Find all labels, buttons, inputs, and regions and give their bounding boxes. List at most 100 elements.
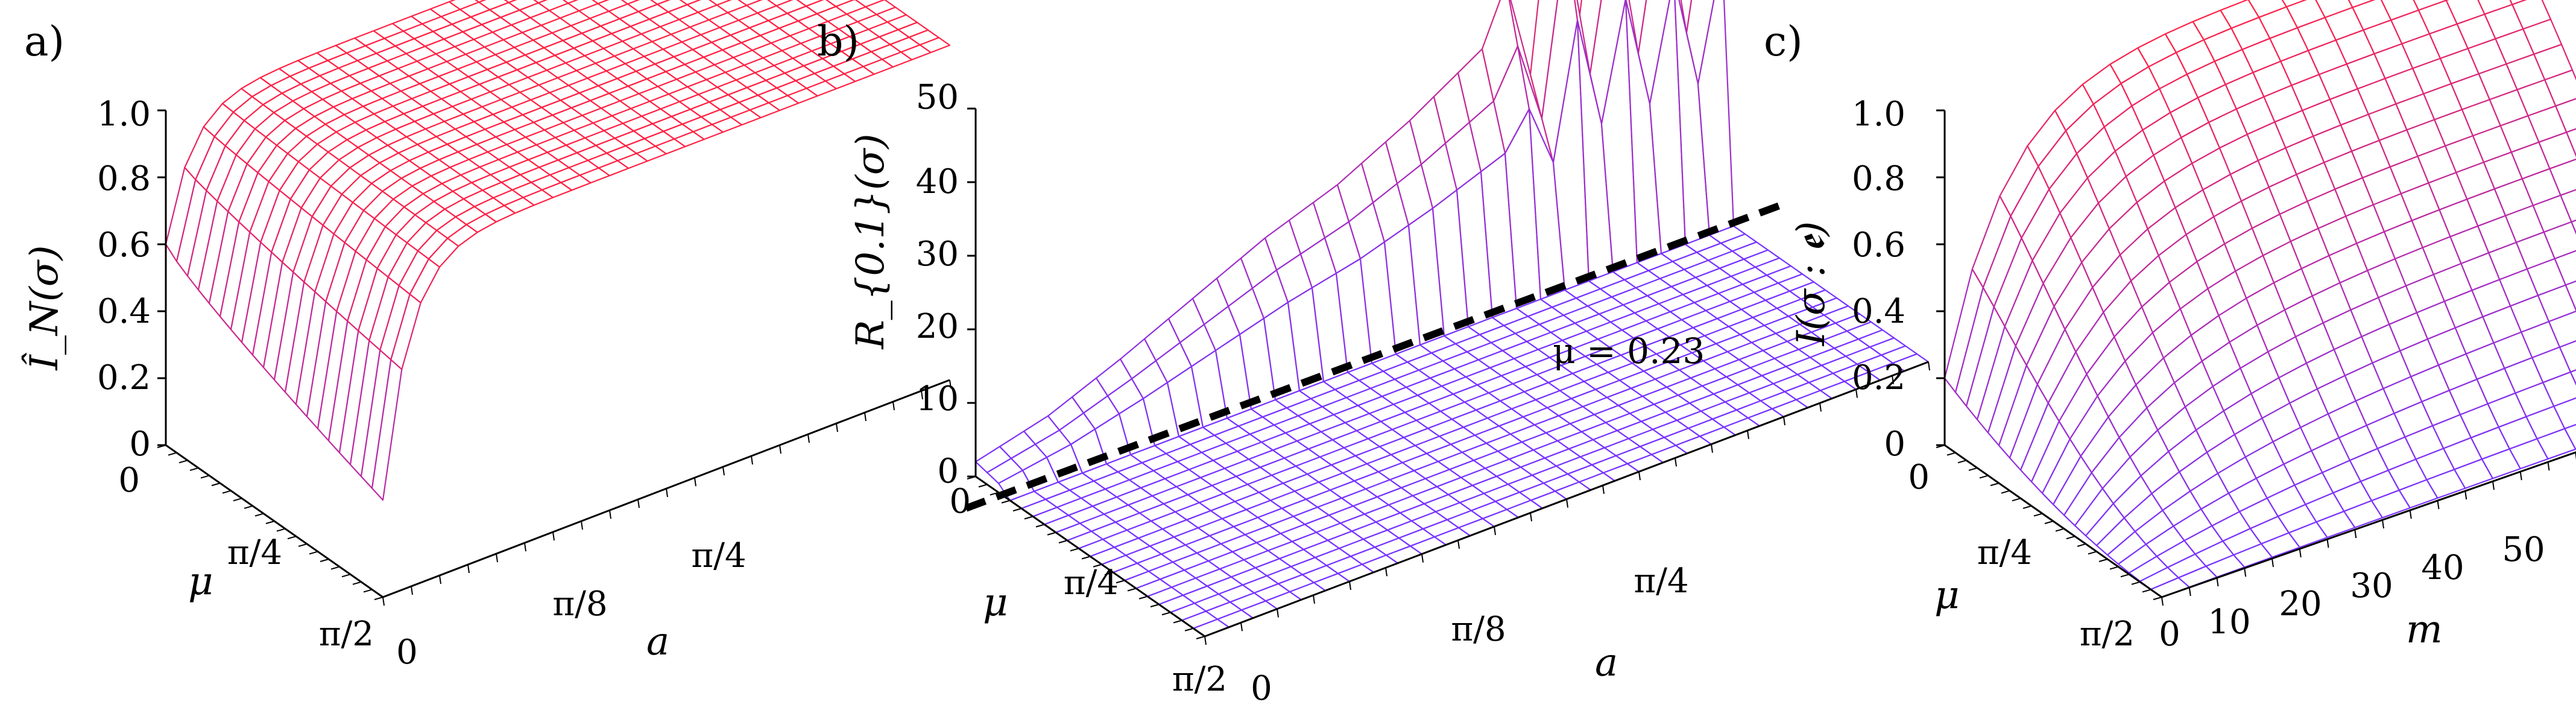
- panel-a-a-tick-mark: [921, 390, 923, 400]
- panel-b-mu-tick-mark: [1173, 619, 1182, 624]
- panel-a-mu-tick-mark: [265, 521, 275, 524]
- panel-b-a-tick-mark: [1892, 375, 1894, 384]
- panel-c-mu-tick-mark: [2055, 528, 2065, 532]
- panel-c-mesh-cell: [2553, 397, 2576, 429]
- panel-c-mesh-cell: [2566, 128, 2576, 157]
- a-tick-b-1: π/8: [1451, 610, 1506, 649]
- z-tick-c-1: 0.2: [1852, 358, 1905, 397]
- panel-c-a-tick-mark: [2161, 597, 2164, 606]
- panel-a-mu-tick-mark: [341, 574, 351, 578]
- panel-c-mesh-cell: [2555, 98, 2576, 133]
- panel-b-a-tick-mark: [1928, 361, 1930, 371]
- panel-b-a-tick-mark: [1638, 471, 1641, 481]
- panel-c-mesh-cell: [2565, 280, 2576, 312]
- panel-a-mu-tick-mark: [374, 597, 384, 600]
- z-tick-b-1: 10: [916, 379, 959, 419]
- z-tick-c-3: 0.6: [1852, 226, 1905, 265]
- surface-c: [1943, 0, 2576, 598]
- a-tick-b-2: π/4: [1634, 562, 1688, 601]
- panel-c-mu-tick-mark: [2109, 566, 2119, 570]
- panel-c-mu-tick-mark: [2012, 498, 2021, 502]
- panel-c-mesh-cell: [2542, 371, 2576, 407]
- panel-c-mu-tick-mark: [1968, 467, 1978, 471]
- panel-c-mu-tick-mark: [2088, 551, 2097, 555]
- panel-b-a-tick-mark: [1313, 595, 1315, 604]
- panel-b-mu-tick-mark: [1161, 612, 1171, 616]
- mu-tick-c-1: π/4: [1977, 533, 2032, 572]
- panel-a-mu-tick-mark: [276, 528, 286, 532]
- annotation-mu-threshold: μ = 0.23: [1553, 331, 1705, 372]
- panel-a-a-tick-mark: [722, 466, 725, 476]
- mu-tick-a-0: 0: [118, 461, 140, 500]
- panel-c-mu-tick-mark: [1957, 460, 1967, 464]
- panel-b-mu-tick-mark: [1001, 499, 1011, 504]
- m-tick-c-5: 50: [2502, 530, 2545, 569]
- panel-a-a-tick-mark: [751, 455, 753, 465]
- panel-b-mu-tick-mark: [1012, 508, 1022, 511]
- panel-c-a-tick-mark: [2216, 577, 2219, 587]
- mu-ticks-b: 0 π/4 π/2: [949, 482, 1227, 699]
- z-tick-a-5: 1.0: [97, 95, 151, 134]
- panel-a-mu-tick-mark: [254, 513, 264, 517]
- panel-c-mesh-cell: [2569, 369, 2576, 386]
- z-tick-b-3: 30: [916, 235, 959, 274]
- panel-a-a-tick-mark: [609, 510, 611, 519]
- panel-a-a-tick-mark: [949, 379, 952, 389]
- panel-b-mu-tick-mark: [1184, 627, 1194, 632]
- panel-c-mesh-cell: [2549, 158, 2576, 196]
- panel-c-mu-tick-mark: [2153, 597, 2162, 600]
- panel-b-mu-tick-mark: [1127, 587, 1137, 592]
- panel-b-a-tick-mark: [1855, 389, 1858, 398]
- panel-c-mesh-cell: [2571, 220, 2576, 235]
- m-tick-c-3: 30: [2350, 566, 2393, 606]
- panel-label-a: a): [24, 18, 65, 66]
- panel-a-a-tick-mark: [666, 488, 668, 498]
- panel-b-a-tick-mark: [1385, 568, 1387, 577]
- z-tick-c-0: 0: [1884, 425, 1905, 464]
- panel-a-a-tick-mark: [581, 521, 583, 530]
- z-tick-b-2: 20: [916, 307, 959, 346]
- z-tick-c-2: 0.4: [1852, 292, 1905, 331]
- panel-c-a-tick-mark: [2519, 471, 2522, 481]
- panel-a-mu-tick-mark: [298, 543, 308, 547]
- panel-c-a-tick-mark: [2271, 558, 2274, 568]
- panel-b-mu-tick-mark: [1104, 572, 1114, 575]
- m-tick-c-4: 40: [2421, 548, 2464, 587]
- panel-a-mu-tick-mark: [168, 452, 177, 456]
- panel-c-mu-tick-mark: [1979, 475, 1989, 479]
- panel-c-mu-tick-mark: [2033, 513, 2043, 517]
- panel-c-a-tick-mark: [2188, 587, 2191, 597]
- panel-a-mesh-cell: [737, 0, 763, 7]
- z-tick-a-2: 0.4: [97, 292, 151, 331]
- panel-b-mu-tick-mark: [1024, 516, 1034, 520]
- panel-a-a-tick-mark: [694, 477, 696, 487]
- panel-c: c) I(σ : 𝖊) μ m 0 0.2 0.4 0.6 0.8 1.0 0 …: [1764, 0, 2576, 654]
- panel-a-mu-tick-mark: [200, 475, 210, 479]
- panel-b-mu-tick-mark: [1138, 595, 1148, 600]
- panel-a-mu-tick-mark: [222, 490, 232, 494]
- panel-b-mu-tick-mark: [1070, 548, 1079, 552]
- panel-c-mu-tick-mark: [1946, 452, 1956, 456]
- mu-axis-title-c: μ: [1934, 573, 1960, 618]
- panel-a-a-tick-mark: [552, 531, 555, 541]
- panel-b-a-tick-mark: [1530, 513, 1532, 522]
- panel-c-mesh-cell: [2548, 310, 2576, 348]
- panel-a-a-tick-mark: [496, 553, 498, 563]
- a-axis-title-b: a: [1595, 641, 1618, 685]
- mu-axis-title-b: μ: [983, 580, 1008, 625]
- panel-c-mu-tick-mark: [2001, 490, 2010, 494]
- panel-a-mu-tick-mark: [244, 505, 253, 509]
- z-tick-a-3: 0.6: [97, 226, 151, 265]
- panel-c-mu-tick-mark: [2131, 581, 2141, 585]
- z-tick-c-4: 0.8: [1852, 159, 1905, 198]
- panel-b-a-tick-mark: [1277, 609, 1279, 618]
- panel-b-a-tick-mark: [1421, 554, 1424, 563]
- panel-a-mesh-cell: [767, 0, 794, 7]
- axes-c: [1936, 109, 2576, 606]
- z-ticks-a: 0 0.2 0.4 0.6 0.8 1.0: [97, 95, 151, 464]
- panel-a-a-tick-mark: [864, 412, 867, 422]
- panel-c-mesh-cell: [2543, 221, 2576, 259]
- panel-c-mu-tick-mark: [2098, 559, 2108, 562]
- panel-b-a-tick-mark: [1457, 540, 1460, 549]
- panel-a-a-tick-mark: [411, 586, 413, 595]
